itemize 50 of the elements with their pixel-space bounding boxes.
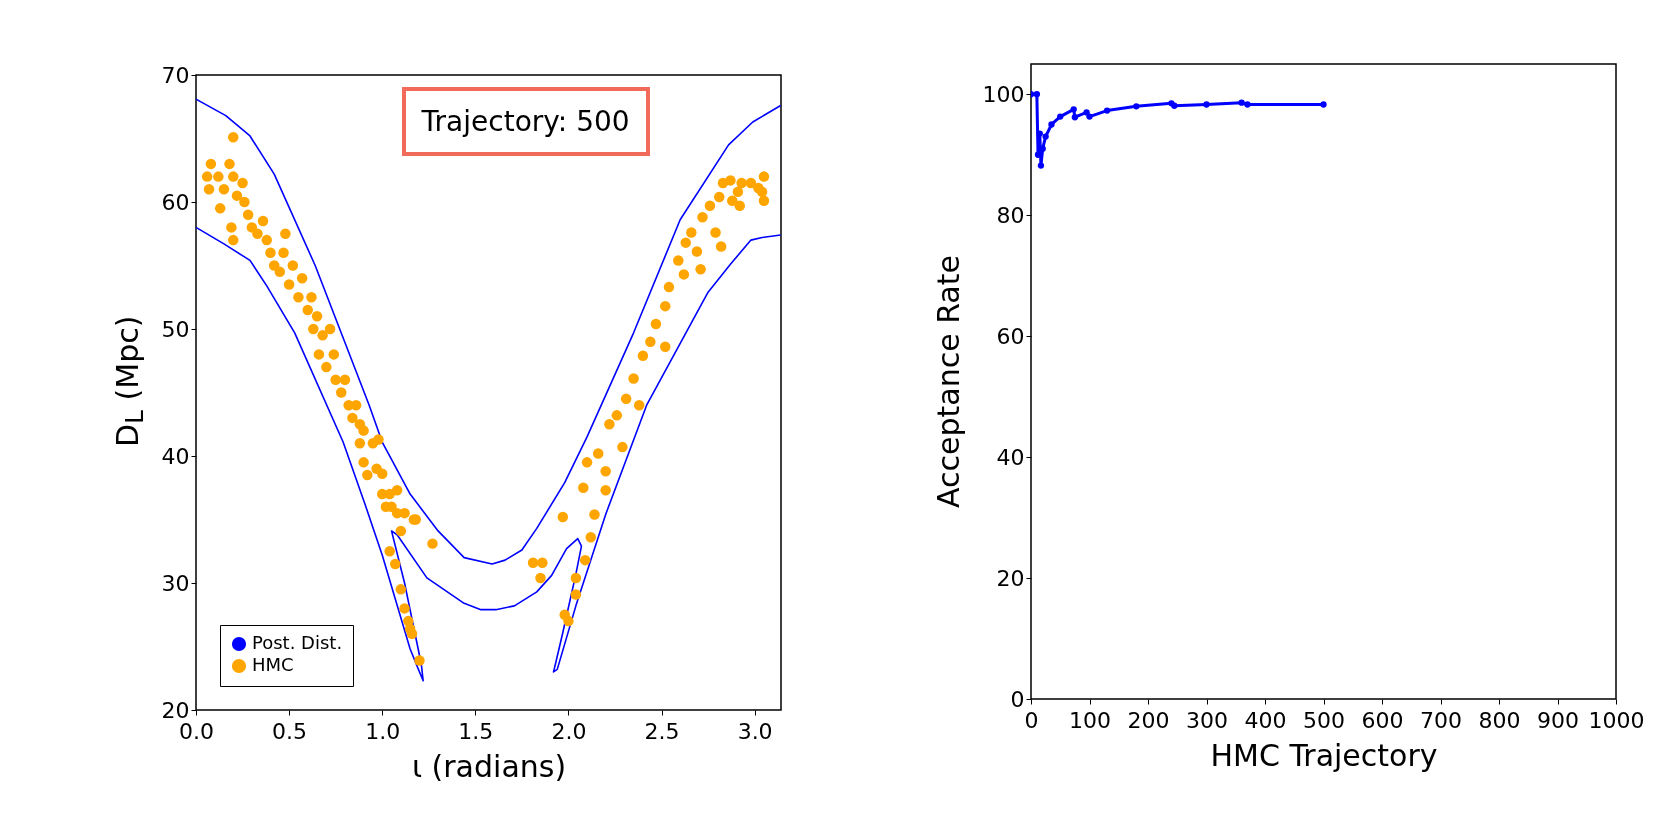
point bbox=[1320, 101, 1327, 108]
y-tick-label: 80 bbox=[996, 202, 1025, 228]
x-tick-label: 800 bbox=[1478, 707, 1521, 733]
y-tick-label: 30 bbox=[161, 570, 190, 596]
x-tick-label: 300 bbox=[1186, 707, 1228, 733]
x-tick-label: 600 bbox=[1361, 707, 1404, 733]
x-tick-label: 400 bbox=[1244, 707, 1287, 733]
point bbox=[1244, 101, 1251, 108]
point bbox=[1103, 107, 1111, 114]
line-series bbox=[196, 226, 781, 682]
point bbox=[1036, 130, 1043, 137]
point bbox=[1203, 101, 1210, 108]
legend-label: Post. Dist. bbox=[252, 632, 343, 653]
point bbox=[1042, 133, 1049, 140]
point bbox=[1048, 121, 1055, 128]
x-axis-title: ι (radians) bbox=[411, 748, 567, 784]
y-tick-label: 50 bbox=[161, 316, 190, 342]
y-tick-label: 20 bbox=[996, 565, 1025, 591]
y-tick-label: 60 bbox=[996, 323, 1025, 349]
point bbox=[1133, 103, 1140, 110]
x-tick-label: 700 bbox=[1420, 707, 1462, 733]
point bbox=[1238, 99, 1245, 106]
x-tick-label: 1.5 bbox=[458, 718, 494, 744]
legend-label: HMC bbox=[252, 654, 294, 675]
point bbox=[1057, 113, 1064, 120]
point bbox=[1071, 114, 1079, 121]
x-tick-label: 2.0 bbox=[551, 718, 587, 744]
y-tick-label: 70 bbox=[161, 62, 190, 88]
y-axis-title: Acceptance Rate bbox=[931, 254, 967, 510]
x-axis-title: HMC Trajectory bbox=[1210, 737, 1438, 773]
x-tick-label: 3.0 bbox=[737, 718, 773, 744]
annotation: Trajectory: 500 bbox=[401, 86, 650, 156]
x-tick-label: 900 bbox=[1537, 707, 1579, 733]
y-tick-label: 100 bbox=[982, 81, 1025, 107]
point bbox=[1037, 162, 1045, 169]
x-tick-label: 1.0 bbox=[365, 718, 401, 744]
x-tick-label: 500 bbox=[1303, 707, 1345, 733]
point bbox=[1086, 113, 1093, 120]
x-tick-label: 200 bbox=[1127, 707, 1170, 733]
x-tick-label: 2.5 bbox=[644, 718, 680, 744]
point bbox=[1070, 106, 1077, 113]
y-tick-label: 40 bbox=[996, 444, 1025, 470]
line-series bbox=[196, 98, 781, 565]
y-tick-label: 40 bbox=[161, 443, 190, 469]
x-tick-label: 100 bbox=[1069, 707, 1111, 733]
x-tick-label: 0.5 bbox=[272, 718, 308, 744]
y-tick-label: 60 bbox=[161, 189, 190, 215]
x-tick-label: 1000 bbox=[1588, 707, 1645, 733]
point bbox=[1033, 91, 1041, 98]
y-tick-label: 0 bbox=[1010, 686, 1025, 712]
